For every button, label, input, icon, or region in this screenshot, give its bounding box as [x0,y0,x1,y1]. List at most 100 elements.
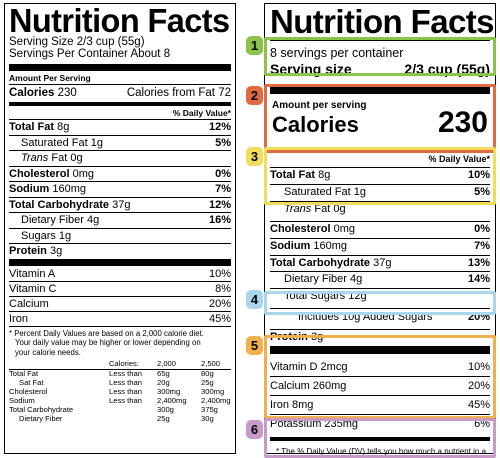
nutrient-name: Total Carbohydrate [270,256,371,269]
table-cell: Calories: [109,359,139,369]
old-nutrition-label: Nutrition Facts Serving Size 2/3 cup (55… [4,3,236,454]
new-dv-header: % Daily Value* [428,154,490,164]
old-calories-row: Calories 230 Calories from Fat 72 [9,84,231,101]
badge-3: 3 [246,147,263,166]
table-cell: 300mg [201,387,225,396]
nutrient-row: Dietary Fiber 4g 14% [270,271,490,288]
table-cell: 2,400mg [157,395,187,405]
nutrient-dv: 0% [215,167,231,180]
table-cell: 300mg [157,387,181,396]
thick-divider [270,346,490,355]
nutrient-dv: 20% [467,311,490,324]
thick-divider [9,258,231,266]
new-serving-section: 8 servings per container Serving size 2/… [270,43,490,80]
nutrient-name: Sodium [270,239,311,252]
new-calories-label: Calories [272,112,359,137]
nutrient-amount: 37g [112,198,131,211]
vitamin-row: Vitamin D 2mcg 10% [270,359,490,376]
table-cell [109,406,157,415]
new-footnote: * The % Daily Value (DV) tells you how m… [276,447,487,458]
nutrient-amount: 3g [49,245,63,257]
nutrient-row: Total Fat 8g 10% [270,167,490,184]
nutrient-amount: 0mg [72,167,94,180]
new-serving-size-label: Serving size [270,61,352,77]
table-cell: Cholesterol [9,387,48,396]
table-cell: Less than [109,378,142,388]
vitamin-name: Calcium [9,297,49,310]
nutrient-name: Protein [9,245,47,257]
table-cell: 300g [157,404,174,414]
new-servings-per-container: 8 servings per container [270,46,404,60]
table-cell: 375g [201,404,218,414]
vitamin-dv: 20% [208,297,231,310]
table-cell: 2,400mg [201,395,231,405]
old-daily-values-table: Calories: 2,000 2,500 Total Fat Less tha… [9,359,231,424]
table-cell: Total Carbohydrate [9,404,74,414]
nutrient-amount: 160mg [313,239,348,252]
table-cell: Sodium [9,395,35,405]
nutrient-amount: Fat 0g [314,202,346,215]
new-calories-value: 230 [437,106,488,139]
nutrient-row: Cholesterol 0mg 0% [270,220,490,238]
table-row: Dietary Fiber 25g 30g [9,413,231,424]
table-cell: 25g [201,378,214,388]
new-serving-size-value: 2/3 cup (55g) [404,61,490,77]
vitamin-dv: 10% [467,361,490,374]
nutrient-row: Total Carbohydrate 37g 12% [9,196,231,213]
old-label-title: Nutrition Facts [9,3,230,39]
nutrient-row: Total Fat 8g 12% [9,119,231,135]
nutrient-amount: 1g [353,185,366,198]
vitamin-row: Iron 45% [9,310,231,327]
nutrient-amount: 4g [350,273,363,286]
nutrient-name: Includes 10g Added Sugars [298,311,433,324]
nutrient-row: Sugars 1g [9,227,231,244]
nutrient-dv: 12% [208,121,231,133]
nutrient-name: Dietary Fiber [284,273,347,286]
table-row: Sodium Less than 2,400mg 2,400mg [9,395,231,406]
nutrient-row: Total Sugars 12g [270,288,490,305]
nutrient-row: Trans Fat 0g [270,200,490,218]
nutrient-dv: 5% [474,185,490,198]
old-servings-per-container: Servings Per Container About 8 [9,48,171,60]
old-serving-size: Serving Size 2/3 cup (55g) [9,36,145,48]
table-cell: 30g [201,413,214,423]
vitamin-dv: 8% [215,282,231,295]
vitamin-name: Calcium 260mg [270,380,347,393]
badge-2: 2 [246,86,263,105]
vitamin-name: Vitamin D 2mcg [270,361,348,374]
vitamin-dv: 6% [474,418,490,431]
nutrient-amount: 160mg [52,183,87,195]
nutrient-name: Trans [21,152,49,164]
vitamin-dv: 10% [208,267,231,280]
table-cell: 80g [201,369,214,379]
nutrient-name: Sugars [21,229,56,242]
nutrient-name: Total Sugars [284,290,346,303]
new-calories-row: Calories 230 [272,108,488,138]
nutrient-amount: 1g [90,136,103,149]
table-cell: Less than [109,387,142,396]
nutrient-row: Saturated Fat 1g 5% [9,134,231,151]
nutrient-row: Trans Fat 0g [9,150,231,166]
nutrient-dv: 13% [467,256,490,269]
table-header-row: Calories: 2,000 2,500 [9,359,231,370]
nutrient-row: Protein 3g [9,243,231,259]
nutrient-amount: 0mg [333,222,355,235]
nutrient-amount: Fat 0g [51,152,83,164]
table-cell: 25g [157,413,170,423]
old-calories-from-fat: Calories from Fat 72 [126,87,231,99]
vitamin-name: Vitamin C [9,282,57,295]
nutrient-dv: 7% [474,239,490,252]
nutrient-name: Sodium [9,183,50,195]
thick-divider [9,64,231,71]
badge-6: 6 [246,420,263,439]
table-cell: Less than [109,369,142,379]
table-cell [109,415,157,424]
vitamin-name: Iron [9,312,28,325]
badge-5: 5 [246,336,263,355]
old-footnote: * Percent Daily Values are based on a 2,… [9,327,231,358]
nutrient-row: Total Carbohydrate 37g 13% [270,254,490,272]
vitamin-row: Vitamin C 8% [9,280,231,296]
nutrient-dv: 10% [467,169,490,181]
table-row: Cholesterol Less than 300mg 300mg [9,387,231,397]
vitamin-row: Potassium 235mg 6% [270,414,490,433]
